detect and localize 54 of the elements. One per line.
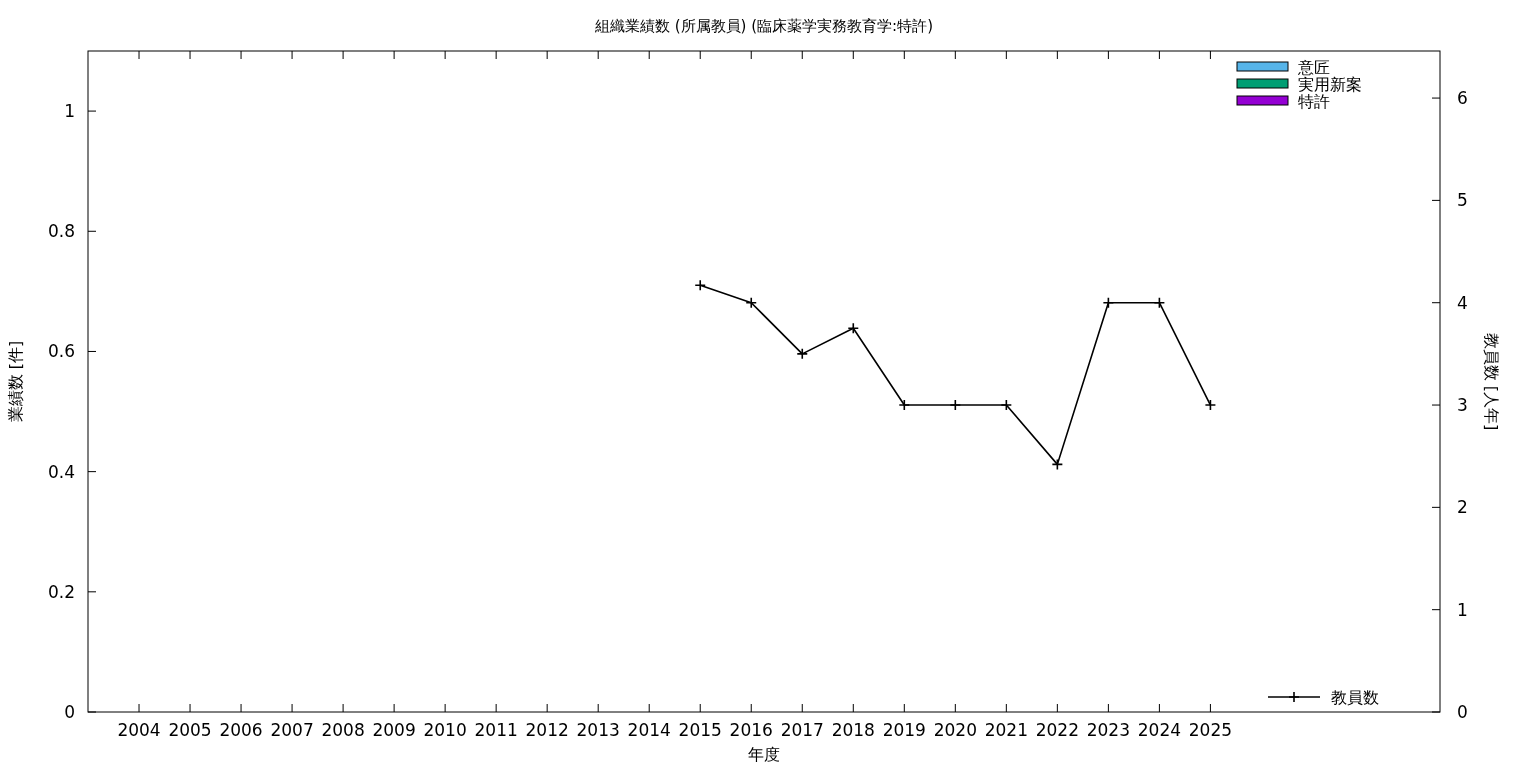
chart-title: 組織業績数 (所属教員) (臨床薬学実務教育学:特許) [594,17,933,35]
x-tick-label: 2021 [984,720,1028,740]
x-tick-label: 2019 [882,720,926,740]
y-tick-label: 0.6 [47,341,75,362]
y2-tick-label: 1 [1457,599,1468,620]
x-tick-label: 2014 [627,720,671,740]
point [1153,296,1166,309]
x-tick-label: 2023 [1086,720,1131,740]
y-tick-label: 0.2 [47,581,75,602]
y-tick-label: 0 [64,702,75,722]
y2-tick-label: 6 [1457,88,1468,109]
point [949,399,962,411]
x-tick-label: 2015 [678,720,722,740]
y2-tick-label: 0 [1457,702,1468,722]
y-tick-label: 0.4 [47,461,75,482]
x-tick-label: 2012 [525,720,569,740]
x-tick-label: 2017 [780,720,824,740]
point [847,322,860,335]
x-tick-label: 2005 [168,720,212,740]
legend-label: 実用新案 [1298,75,1362,94]
x-tick-label: 2025 [1188,720,1233,740]
point [745,296,758,309]
y-tick-label: 0.8 [47,221,75,242]
x-tick-label: 2013 [576,720,620,740]
y2-tick-label: 5 [1457,190,1468,211]
y-axis-title: 業績数 [件] [6,340,25,423]
y2-tick-label: 2 [1457,497,1468,518]
y-tick-label: 1 [64,101,75,122]
x-tick-label: 2009 [372,720,416,740]
y2-axis-title: 教員数 [人年] [1482,332,1501,431]
point [1102,296,1115,309]
x-tick-label: 2008 [321,720,365,740]
point [1204,399,1217,411]
legend-label: 特許 [1298,92,1330,111]
x-tick-label: 2007 [270,720,314,740]
x-tick-label: 2024 [1137,720,1182,740]
legend-label: 意匠 [1297,58,1330,77]
x-axis-title: 年度 [748,745,780,764]
x-tick-label: 2010 [423,720,467,740]
x-tick-label: 2016 [729,720,773,740]
x-tick-label: 2020 [933,720,977,740]
x-tick-label: 2006 [219,720,263,740]
point [1000,399,1013,411]
y2-tick-label: 3 [1457,395,1468,416]
x-tick-label: 2004 [117,720,161,740]
point [1051,458,1064,471]
point [694,279,707,292]
x-tick-label: 2011 [474,720,518,740]
x-tick-label: 2022 [1035,720,1079,740]
legend-label: 教員数 [1331,688,1379,707]
x-tick-label: 2018 [831,720,875,740]
y2-tick-label: 4 [1457,292,1468,313]
point [796,348,809,360]
point [898,399,911,411]
